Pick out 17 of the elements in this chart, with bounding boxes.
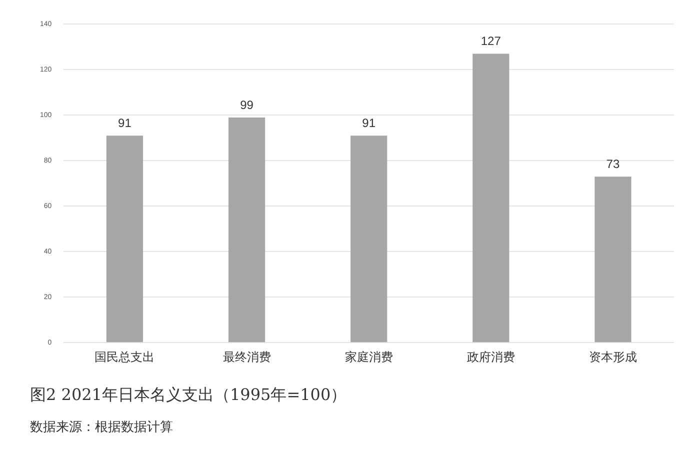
x-tick-label: 国民总支出: [94, 350, 155, 364]
x-tick-label: 家庭消费: [344, 350, 393, 364]
x-tick-label: 资本形成: [588, 350, 637, 364]
data-label: 73: [606, 156, 620, 171]
bar: [350, 136, 388, 342]
data-label: 91: [118, 116, 132, 130]
data-label: 99: [240, 98, 254, 112]
bar: [228, 117, 266, 342]
source-note: 数据来源：根据数据计算: [30, 419, 174, 436]
x-tick-label: 政府消费: [466, 350, 515, 364]
text: 图2 2021年日本名义支出（1995年=100）: [30, 385, 348, 406]
bar: [472, 54, 510, 342]
bar: [106, 136, 144, 342]
x-tick-label: 最终消费: [222, 350, 271, 364]
data-label: 127: [480, 34, 502, 48]
bar: [594, 176, 632, 342]
data-label: 91: [362, 116, 376, 130]
